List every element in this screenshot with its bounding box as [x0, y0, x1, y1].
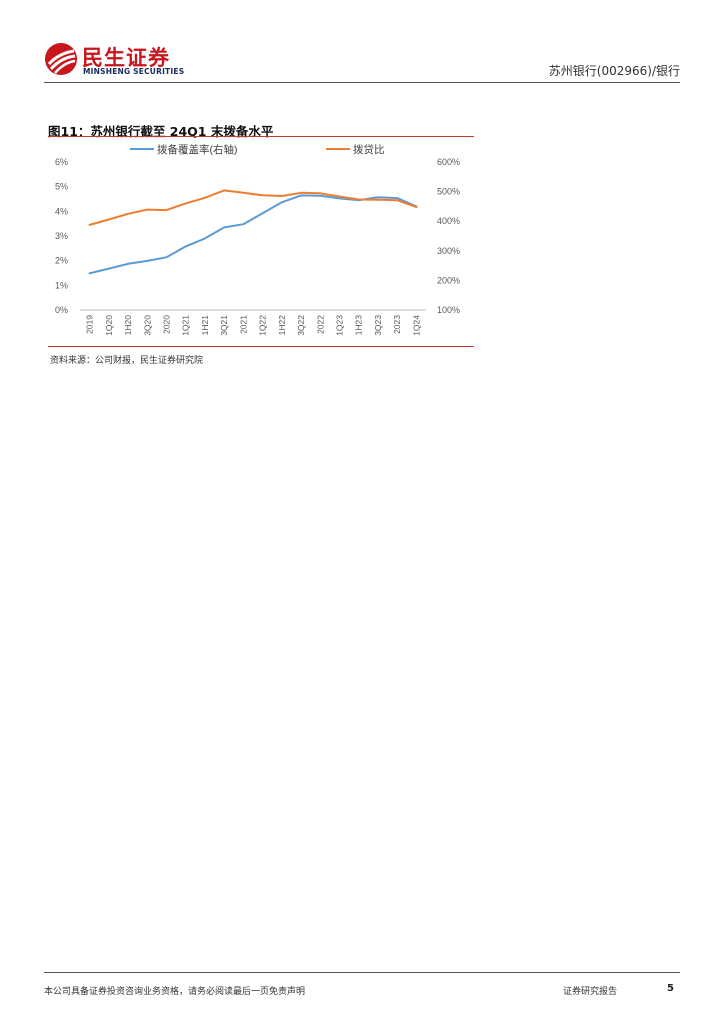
figure-source: 资料来源：公司财报，民生证券研究院	[50, 356, 204, 366]
brand-name-en: MINSHENG SECURITIES	[83, 67, 185, 76]
x-tick-label: 3Q21	[219, 315, 229, 336]
right-tick-label: 300%	[437, 246, 460, 256]
legend-label: 拨贷比	[353, 143, 385, 156]
header-stock-label: 苏州银行(002966)/银行	[548, 64, 680, 78]
brand-name-cn: 民生证券	[82, 46, 170, 70]
x-tick-label: 2021	[238, 315, 248, 334]
x-tick-label: 1Q23	[335, 315, 345, 336]
left-tick-label: 2%	[55, 256, 68, 266]
x-tick-label: 2022	[315, 315, 325, 334]
right-tick-label: 500%	[437, 187, 460, 197]
right-tick-label: 200%	[437, 275, 460, 285]
series-line	[88, 194, 418, 275]
x-tick-label: 1H23	[354, 315, 364, 336]
x-tick-label: 2023	[392, 315, 402, 334]
brand-logo: 民生证券 MINSHENG SECURITIES	[44, 42, 184, 78]
left-tick-label: 5%	[55, 182, 68, 192]
x-tick-label: 3Q23	[373, 315, 383, 336]
x-tick-label: 2020	[162, 315, 172, 334]
x-tick-label: 1H20	[123, 315, 133, 336]
x-tick-label: 2019	[85, 315, 95, 334]
x-tick-label: 3Q22	[296, 315, 306, 336]
footer-report-type: 证券研究报告	[563, 987, 618, 997]
footer-disclaimer: 本公司具备证券投资咨询业务资格，请务必阅读最后一页免责声明	[44, 987, 306, 997]
x-tick-label: 1Q20	[104, 315, 114, 336]
minsheng-logo-icon	[45, 43, 77, 75]
figure-title: 图11：苏州银行截至 24Q1 末拨备水平	[48, 124, 274, 139]
left-tick-label: 1%	[55, 280, 68, 290]
x-tick-label: 1Q24	[411, 315, 421, 336]
left-tick-label: 4%	[55, 206, 68, 216]
legend-label: 拨备覆盖率(右轴)	[157, 143, 238, 156]
left-tick-label: 3%	[55, 231, 68, 241]
x-tick-label: 1Q22	[258, 315, 268, 336]
right-tick-label: 400%	[437, 216, 460, 226]
left-tick-label: 6%	[55, 157, 68, 167]
left-tick-label: 0%	[55, 305, 68, 315]
footer-divider	[44, 972, 680, 973]
figure-bottom-rule	[48, 346, 474, 347]
series-line	[88, 189, 418, 226]
x-tick-label: 1Q21	[181, 315, 191, 336]
page-number: 5	[667, 983, 674, 994]
right-tick-label: 100%	[437, 305, 460, 315]
header-divider	[44, 82, 680, 83]
x-tick-label: 1H22	[277, 315, 287, 336]
right-tick-label: 600%	[437, 157, 460, 167]
provision-chart: 0% 1% 2% 3% 4% 5% 6% 100% 200% 300% 400% 500% 600% 20…	[55, 143, 460, 336]
x-tick-label: 3Q20	[142, 315, 152, 336]
x-tick-label: 1H21	[200, 315, 210, 336]
figure-top-rule	[48, 136, 474, 137]
